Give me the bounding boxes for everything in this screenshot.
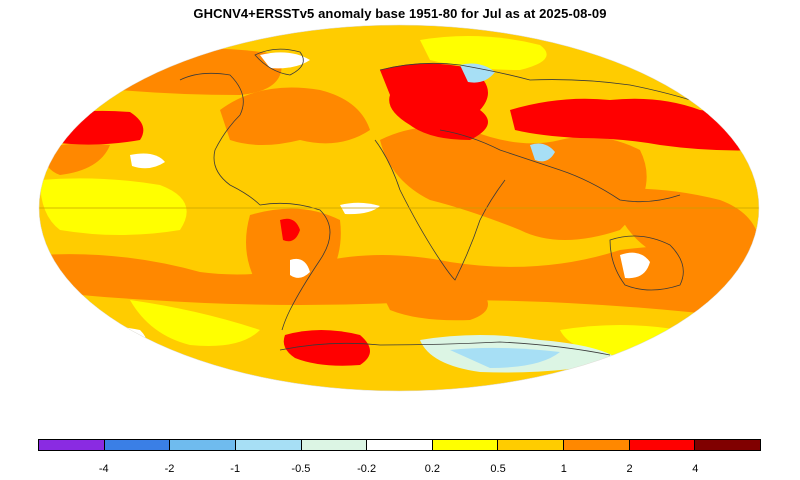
field-south-pacific-yellow (130, 300, 260, 346)
legend-swatch (695, 440, 761, 450)
globe-outline (38, 24, 760, 392)
field-southern-band (40, 245, 759, 320)
legend-swatch (301, 440, 368, 450)
legend-swatch (39, 440, 105, 450)
anomaly-map (38, 24, 760, 392)
coast-antarctica (279, 341, 611, 356)
coast-south-america (259, 202, 331, 331)
legend-swatch (564, 440, 630, 450)
legend-swatch (498, 440, 565, 450)
field-hotspot-south-america (280, 218, 300, 242)
field-south-america (246, 208, 341, 294)
legend-tick-label: 0.2 (424, 463, 441, 475)
field-hotspot-antarctic (283, 330, 370, 366)
legend-tick-label: -2 (164, 463, 175, 475)
legend-tick-label: -0.5 (291, 463, 311, 475)
coast-eurasia-north (379, 62, 721, 111)
legend-tick-label: 2 (626, 463, 633, 475)
field-atlantic-north (220, 87, 370, 145)
coastlines (179, 48, 721, 356)
coast-greenland (254, 48, 304, 76)
color-legend (38, 439, 761, 451)
legend-tick-label: 0.5 (490, 463, 506, 475)
anomaly-field (39, 25, 759, 391)
field-hotspot-pacific-ne (40, 110, 144, 145)
legend-tick-label: -0.2 (357, 463, 377, 475)
field-arctic-yellow (420, 36, 547, 70)
legend-swatch (170, 440, 236, 450)
field-indonesia (610, 188, 759, 256)
field-hotspot-asia (510, 98, 759, 151)
legend-tick-label: -4 (98, 463, 109, 475)
legend-tick-label: -1 (230, 463, 241, 475)
field-south-atlantic (380, 285, 488, 321)
legend-tick-label: 4 (692, 463, 699, 475)
legend-tick-label: 1 (560, 463, 567, 475)
chart-title: GHCNV4+ERSSTv5 anomaly base 1951-80 for … (193, 6, 607, 21)
field-cool-antarctica-blue (450, 347, 560, 368)
field-white-greenland (260, 52, 310, 69)
coast-africa (374, 139, 506, 281)
field-cool-central-asia (530, 143, 555, 162)
field-eurasia-africa (380, 126, 647, 240)
field-white-australia (620, 252, 650, 279)
field-white-equatorial-atlantic (340, 202, 380, 215)
field-pacific-west (40, 143, 110, 175)
field-cool-scandinavia (460, 63, 495, 83)
field-hotspot-europe (380, 63, 488, 140)
legend-swatch (629, 440, 696, 450)
field-white-pacific (130, 153, 165, 169)
coast-eurasia-south (439, 129, 681, 203)
field-pacific-yellow (40, 178, 187, 235)
legend-swatch (432, 440, 499, 450)
coast-australia (609, 235, 684, 291)
legend-swatch (235, 440, 302, 450)
legend-swatch (367, 440, 433, 450)
coast-north-america (179, 72, 261, 206)
legend-swatch (104, 440, 171, 450)
legend-ticks: -4 -2 -1 -0.5 -0.2 0.2 0.5 1 2 4 (38, 463, 761, 479)
field-white-argentina (290, 258, 310, 278)
